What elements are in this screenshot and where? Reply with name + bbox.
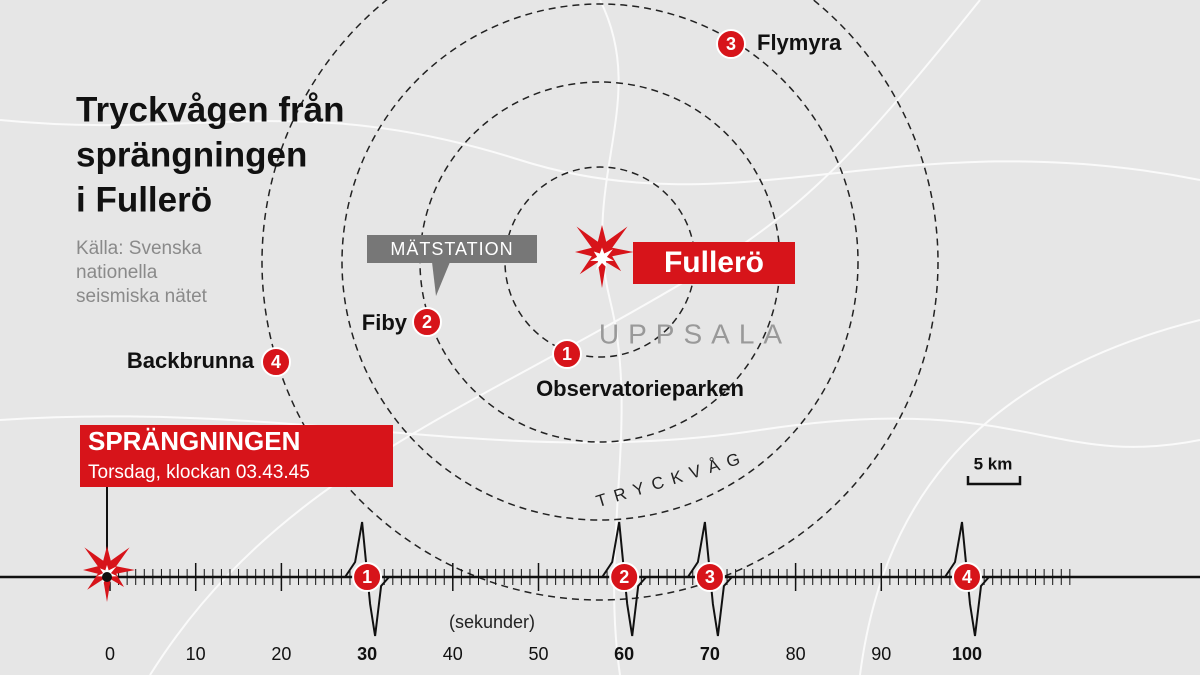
title-line: Tryckvågen från [76,90,344,129]
station-name: Fiby [362,310,408,335]
tick-label: 70 [700,644,720,664]
callout-box [367,235,537,263]
station-marker [261,347,291,377]
arrival-marker [694,562,725,592]
scale-label: 5 km [974,454,1013,473]
station-marker [716,29,746,59]
tick-label: 100 [952,644,982,664]
station-marker [552,339,582,369]
arrival-marker [609,562,640,592]
station-name: Flymyra [757,30,842,55]
city-label: UPPSALA [599,318,791,349]
source-line: seismiska nätet [76,286,208,307]
station-number: 1 [562,344,572,364]
source-line: nationella [76,262,158,283]
tick-label: 60 [614,644,634,664]
callout-pointer [432,262,450,296]
seismic-wave [944,521,990,637]
tick-label: 80 [786,644,806,664]
tick-label: 50 [528,644,548,664]
title-line: sprängningen [76,135,307,174]
tick-label: 0 [105,644,115,664]
event-subtitle: Torsdag, klockan 03.43.45 [88,462,310,483]
seismic-wave [601,521,647,637]
station-name: Observatorieparken [536,376,744,401]
event-title: SPRÄNGNINGEN [88,426,300,456]
station-name: Backbrunna [127,348,255,373]
arrival-number: 3 [705,567,715,587]
tick-label: 20 [271,644,291,664]
seismic-wave [344,521,390,637]
tick-label: 40 [443,644,463,664]
station-number: 4 [271,352,281,372]
arrival-number: 2 [619,567,629,587]
source-line: Källa: Svenska [76,238,202,259]
epicenter-label: Fullerö [664,246,764,279]
arrival-marker [352,562,383,592]
event-box [80,425,393,487]
callout-text: MÄTSTATION [390,239,513,259]
station-number: 2 [422,312,432,332]
epicenter-box [633,242,795,284]
tick-label: 10 [186,644,206,664]
timeline-unit: (sekunder) [449,612,535,632]
arrival-number: 1 [362,567,372,587]
station-marker [412,307,442,337]
arrival-number: 4 [962,567,972,587]
title-line: i Fullerö [76,180,212,219]
seismic-wave [687,521,733,637]
event-dot [102,572,112,582]
station-number: 3 [726,34,736,54]
tick-label: 30 [357,644,377,664]
tick-label: 90 [871,644,891,664]
arrival-marker [952,562,982,592]
scale-bar [966,476,1022,486]
explosion [590,247,614,271]
